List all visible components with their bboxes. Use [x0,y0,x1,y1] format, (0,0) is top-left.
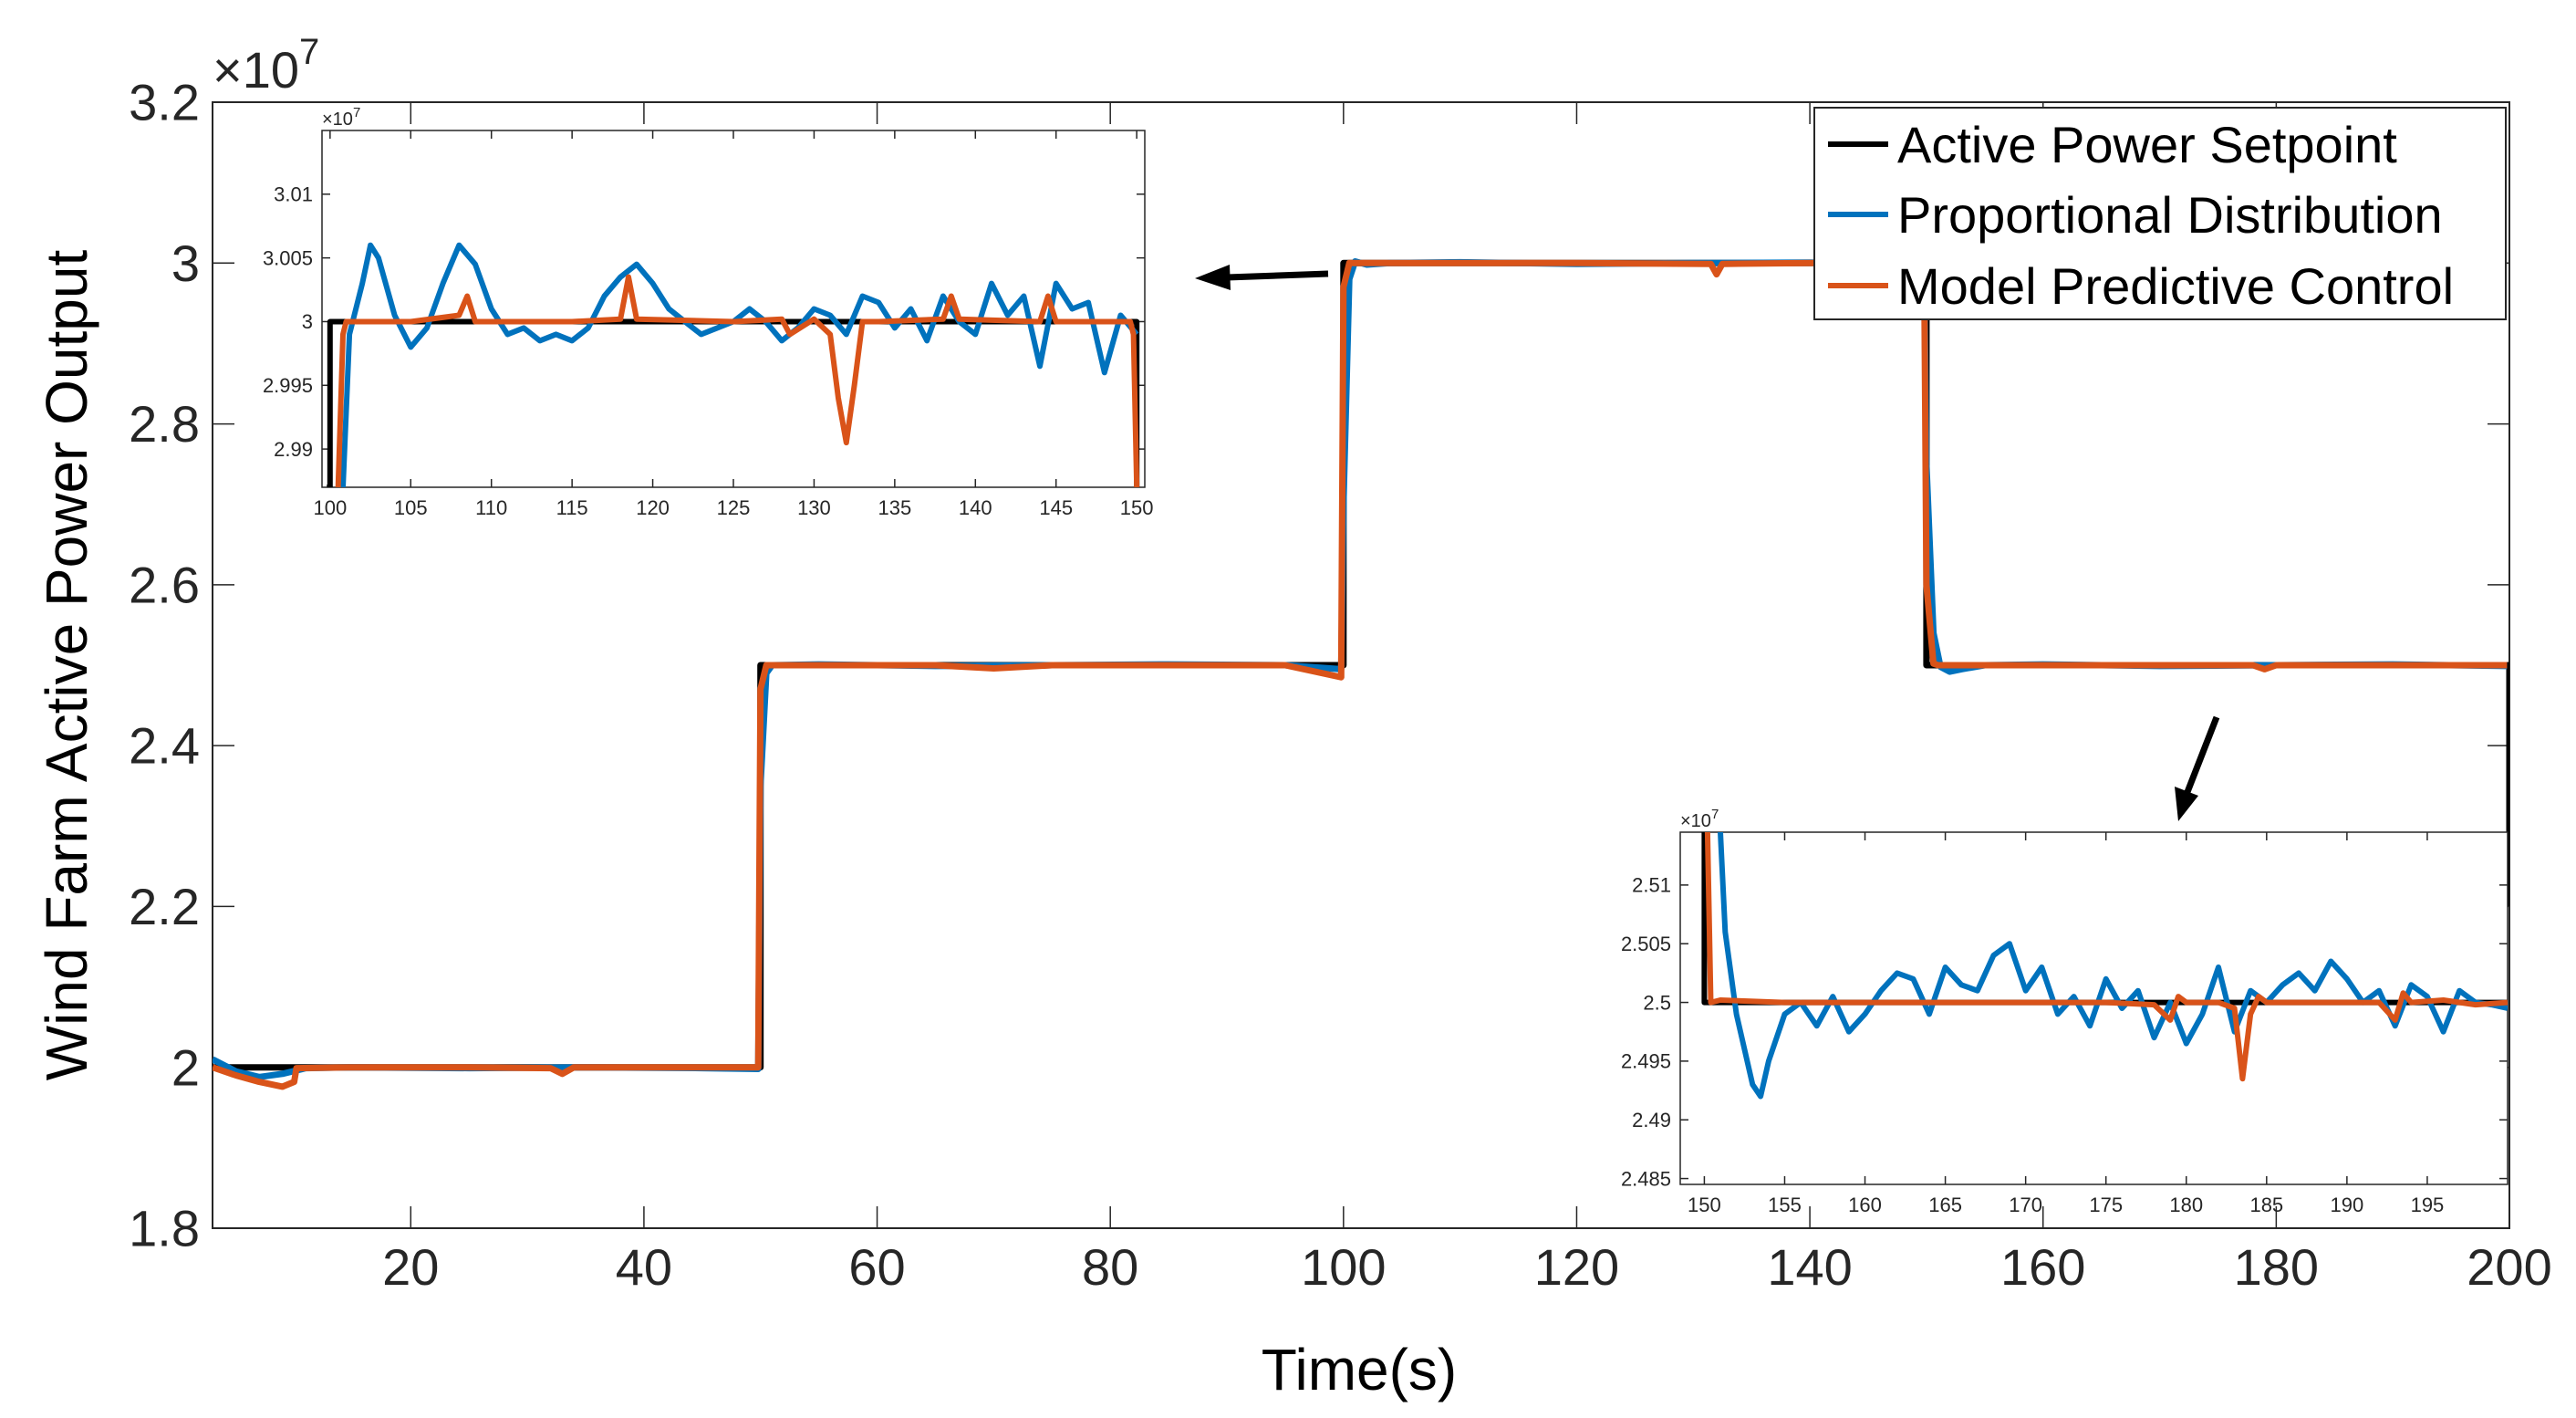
main-y-tick-label: 2.2 [129,878,200,935]
inset-bottom-right-x-axis: 150 155 160 165 170 175 180 185 190 195 [1688,832,2444,1216]
main-series-model-predictive-control [213,259,2508,1090]
inset-top-left-x-tick-label: 120 [636,496,670,519]
main-y-tick-label: 1.8 [129,1200,200,1257]
inset-top-left-x-tick-label: 110 [475,496,507,519]
main-x-tick-label: 120 [1534,1238,1619,1296]
inset-top-left-y-tick-label: 2.99 [274,438,313,461]
inset-top-left-plot-area [321,130,1146,488]
inset-bottom-right-x-tick-label: 150 [1688,1194,1721,1216]
main-y-tick-label: 2.4 [129,717,200,775]
main-series-clip-group [213,258,2509,1090]
main-y-tick-label: 2 [171,1038,200,1096]
inset-top-left-series-clip-group [327,242,1140,487]
inset-bottom-right-x-tick-label: 185 [2249,1194,2283,1216]
inset-top-left-x-tick-label: 105 [394,496,428,519]
main-x-tick-label: 200 [2467,1238,2551,1296]
inset-top-left-y-axis: 2.99 2.995 3 3.005 3.01 [263,183,1145,461]
inset-bottom-right-y-tick-label: 2.51 [1632,874,1671,897]
y-axis-label: Wind Farm Active Power Output [34,250,99,1081]
inset-bottom-right-x-tick-label: 180 [2169,1194,2203,1216]
x-axis: 20 40 60 80 100 120 140 160 180 200 [382,102,2552,1296]
inset-bottom-right-y-tick-label: 2.505 [1621,933,1671,955]
legend-label-mpc: Model Predictive Control [1897,257,2454,315]
legend-label-proportional: Proportional Distribution [1897,186,2443,244]
inset-bottom-right-series-active-power-setpoint [1701,832,2508,1006]
legend: Active Power Setpoint Proportional Distr… [1813,107,2507,320]
inset-top-left-exponent-label: ×107 [322,105,360,130]
inset-top-left-x-tick-label: 140 [959,496,992,519]
main-y-tick-label: 3 [171,235,200,292]
inset-top-left-x-tick-label: 145 [1039,496,1073,519]
main-x-tick-label: 160 [2000,1238,2085,1296]
inset-bottom-right-x-tick-label: 195 [2411,1194,2445,1216]
inset-bottom-right-series-model-predictive-control [1704,832,2508,1082]
main-y-tick-label: 2.8 [129,395,200,453]
inset-zoom-top-left: 2.99 2.995 3 3.005 3.01 100 105 110 115 120 125 13… [263,105,1154,519]
inset-top-left-x-tick-label: 115 [556,496,588,519]
inset-bottom-right-y-axis: 2.485 2.49 2.495 2.5 2.505 2.51 [1621,874,2508,1190]
x-axis-label: Time(s) [1262,1337,1457,1402]
main-x-tick-label: 80 [1082,1238,1138,1296]
inset-top-left-x-tick-label: 125 [717,496,751,519]
inset-top-left-x-tick-label: 135 [878,496,912,519]
main-x-tick-label: 60 [848,1238,905,1296]
inset-bottom-right-exponent-label: ×107 [1680,807,1719,831]
inset-bottom-right-x-tick-label: 155 [1768,1194,1802,1216]
main-x-tick-label: 20 [382,1238,439,1296]
inset-bottom-right-y-tick-label: 2.495 [1621,1050,1671,1073]
inset-bottom-right-y-tick-label: 2.5 [1643,991,1671,1014]
inset-bottom-right-series-group [1701,832,2508,1100]
inset-bottom-right-x-tick-label: 175 [2089,1194,2123,1216]
inset-bottom-right-series-clip-group [1701,832,2508,1100]
main-x-tick-label: 100 [1301,1238,1386,1296]
main-x-tick-label: 180 [2234,1238,2319,1296]
inset-top-left-y-tick-label: 3.005 [263,246,313,269]
inset-top-left-y-tick-label: 3.01 [274,183,313,206]
inset-top-left-y-tick-label: 3 [302,310,313,333]
inset-bottom-right-x-tick-label: 170 [2009,1194,2042,1216]
inset-top-left-x-tick-label: 100 [313,496,347,519]
y-axis-exponent-label: ×107 [213,32,319,99]
inset-bottom-right-x-tick-label: 190 [2331,1194,2364,1216]
y-axis: 1.8 2 2.2 2.4 2.6 2.8 3 3.2 [129,74,2509,1257]
inset-top-left-x-tick-label: 130 [797,496,831,519]
inset-bottom-right-y-tick-label: 2.49 [1632,1109,1671,1131]
main-series-group [213,258,2509,1090]
legend-box [1813,107,2507,320]
inset-top-left-x-axis: 100 105 110 115 120 125 130 135 140 145 150 [313,130,1154,519]
arrow-to-top-left-inset [1195,265,1329,290]
inset-top-left-series-proportional-distribution [340,242,1139,487]
inset-bottom-right-x-tick-label: 165 [1928,1194,1962,1216]
main-y-tick-label: 3.2 [129,74,200,131]
inset-bottom-right-x-tick-label: 160 [1848,1194,1882,1216]
inset-bottom-right-y-tick-label: 2.485 [1621,1167,1671,1190]
inset-top-left-series-model-predictive-control [335,274,1140,487]
inset-top-left-y-tick-label: 2.995 [263,374,313,397]
arrow-to-bottom-right-inset [2175,715,2220,821]
inset-top-left-x-tick-label: 150 [1120,496,1154,519]
main-x-tick-label: 140 [1767,1238,1852,1296]
legend-label-setpoint: Active Power Setpoint [1897,116,2397,173]
main-x-tick-label: 40 [616,1238,672,1296]
main-y-tick-label: 2.6 [129,556,200,613]
inset-top-left-series-group [327,242,1140,487]
